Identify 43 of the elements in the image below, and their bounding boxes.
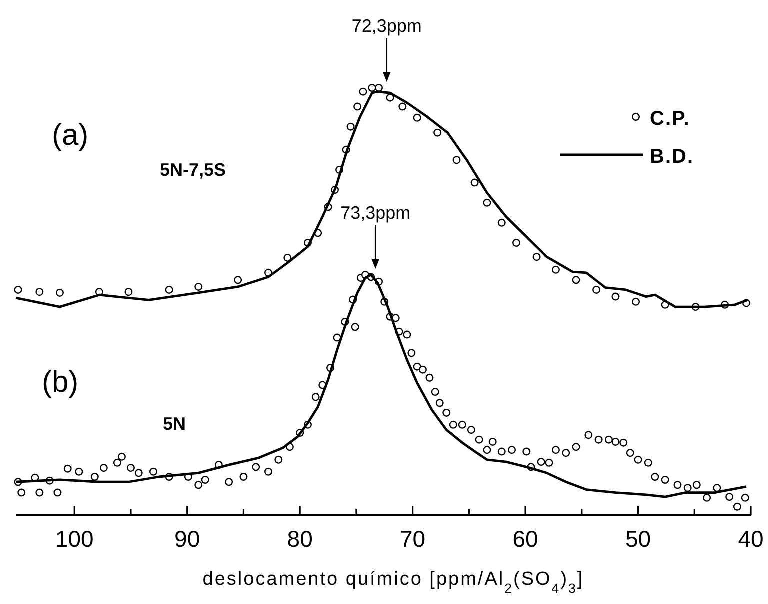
- point: [470, 178, 479, 187]
- point: [284, 254, 292, 262]
- point: [124, 288, 133, 296]
- point: [552, 266, 560, 274]
- x-tick-label: 90: [174, 526, 200, 552]
- point: [194, 282, 203, 291]
- point: [374, 84, 383, 92]
- point: [532, 253, 541, 262]
- point: [36, 288, 44, 296]
- point: [452, 156, 461, 164]
- annotation: 73,3ppm: [340, 203, 411, 224]
- point: [165, 286, 174, 294]
- x-tick-label: 40: [738, 526, 764, 552]
- annotation: (a): [52, 119, 89, 152]
- annotation: 5N: [163, 414, 186, 434]
- point: [359, 88, 368, 96]
- x-tick-label: 60: [512, 526, 538, 552]
- annotation: 5N-7,5S: [160, 160, 226, 180]
- x-tick-label: 50: [625, 526, 652, 552]
- point: [413, 114, 422, 122]
- point: [234, 276, 242, 284]
- point: [632, 298, 640, 306]
- point: [346, 122, 355, 131]
- point: [56, 288, 64, 297]
- point: [592, 286, 601, 294]
- x-tick-label: 80: [287, 526, 313, 552]
- annotation: (b): [42, 366, 79, 399]
- point: [512, 239, 521, 247]
- point: [483, 198, 492, 207]
- point: [368, 84, 376, 92]
- point: [434, 128, 442, 137]
- point: [498, 218, 506, 227]
- x-axis-title: deslocamento químico [ppm/Al$_{2}$(SO$_{4}$)$_{3}$]: [202, 569, 584, 596]
- x-tick-label: 70: [400, 526, 426, 552]
- point: [572, 276, 580, 284]
- point: [398, 102, 407, 111]
- annotation: 72,3ppm: [352, 16, 422, 36]
- point: [612, 292, 620, 301]
- legend-label: C.P.: [650, 108, 690, 130]
- x-tick-label: 100: [55, 526, 94, 552]
- legend-label: B.D.: [650, 146, 694, 168]
- point: [354, 102, 362, 111]
- point: [14, 286, 22, 294]
